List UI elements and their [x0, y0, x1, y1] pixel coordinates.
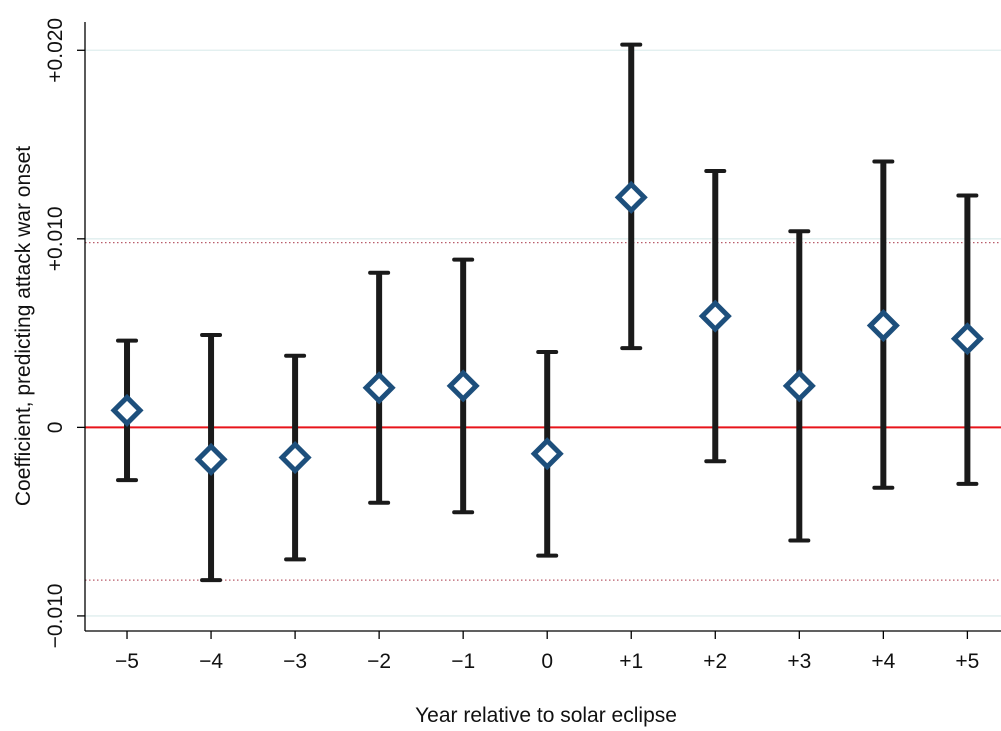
x-tick-label: −4 [199, 650, 223, 673]
confidence-intervals [116, 42, 979, 583]
coefficient-marker [866, 309, 900, 343]
y-tick-label: +0.010 [44, 206, 67, 271]
x-axis-title: Year relative to solar eclipse [415, 704, 677, 727]
x-tick-label: +3 [787, 650, 811, 673]
x-tick-label: −3 [283, 650, 307, 673]
x-tick-label: +1 [619, 650, 643, 673]
ticks: −0.010 0 +0.010 +0.020 −5 −4 −3 −2 −1 0 +1 +2 +3 +4 +5 [44, 18, 979, 673]
reference-lines [85, 241, 1001, 581]
x-tick-label: 0 [541, 650, 553, 673]
y-tick-label: +0.020 [44, 18, 67, 83]
x-tick-label: −5 [115, 650, 139, 673]
axes [84, 22, 1001, 632]
coefficient-marker [530, 437, 564, 471]
x-tick-label: −1 [451, 650, 475, 673]
y-tick-label: 0 [44, 422, 67, 434]
coefficient-marker [110, 393, 144, 427]
coefficient-marker [782, 369, 816, 403]
gridlines [85, 49, 1001, 617]
coefficient-marker [194, 442, 228, 476]
coefficient-marker [362, 371, 396, 405]
y-tick-label: −0.010 [44, 584, 67, 649]
coefficient-marker [614, 180, 648, 214]
x-tick-label: −2 [367, 650, 391, 673]
x-tick-label: +2 [703, 650, 727, 673]
x-tick-label: +4 [871, 650, 895, 673]
coefficient-markers [110, 180, 984, 476]
x-tick-label: +5 [955, 650, 979, 673]
coefficient-marker [278, 441, 312, 475]
coefficient-marker [950, 322, 984, 356]
coefficient-marker [698, 299, 732, 333]
coefficient-marker [446, 369, 480, 403]
y-axis-title: Coefficient, predicting attack war onset [12, 146, 35, 506]
